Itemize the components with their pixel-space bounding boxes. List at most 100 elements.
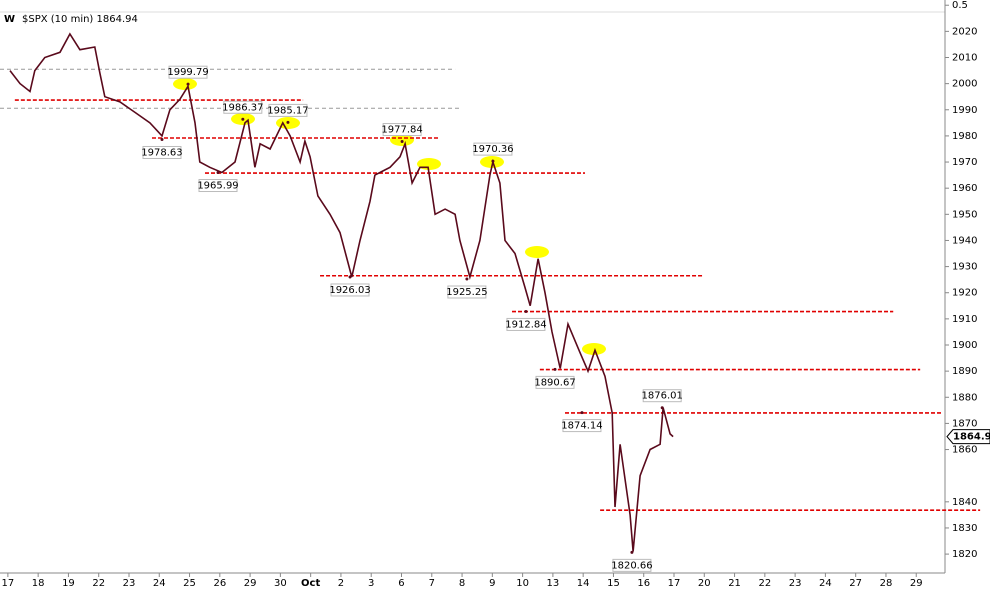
- value-label-box: [506, 317, 546, 331]
- value-label-box: [562, 419, 602, 433]
- y-tick-label: 2000: [952, 79, 977, 90]
- y-tick-label: 1950: [952, 209, 977, 220]
- pivot-point: [400, 140, 404, 144]
- value-label: 1965.99: [197, 181, 238, 192]
- x-tick-label: 6: [398, 578, 404, 589]
- y-tick-label: 2010: [952, 53, 977, 64]
- x-tick-label: 23: [123, 578, 136, 589]
- x-tick-label: 15: [607, 578, 620, 589]
- x-tick-label: 14: [577, 578, 590, 589]
- value-label: 1925.25: [446, 287, 487, 298]
- x-tick-label: 9: [489, 578, 495, 589]
- y-tick-label: 1880: [952, 392, 977, 403]
- value-label: 1985.17: [267, 105, 308, 116]
- x-tick-label: 30: [274, 578, 287, 589]
- highlight: [173, 78, 197, 90]
- value-label-box: [142, 145, 182, 159]
- pivot-point: [465, 277, 469, 281]
- x-tick-label: 22: [758, 578, 771, 589]
- x-tick-label: 13: [547, 578, 560, 589]
- highlight: [525, 246, 549, 258]
- y-tick-label: 1990: [952, 105, 977, 116]
- highlight: [582, 343, 606, 355]
- x-tick-label: 10: [516, 578, 529, 589]
- pivot-point: [630, 550, 634, 554]
- value-label-box: [330, 283, 370, 297]
- x-tick-label: 8: [459, 578, 465, 589]
- value-label-box: [535, 375, 575, 389]
- y-tick-label: 1890: [952, 366, 977, 377]
- x-tick-label: 24: [153, 578, 166, 589]
- x-tick-label: 2: [338, 578, 344, 589]
- x-tick-label: 27: [849, 578, 862, 589]
- x-tick-label: 17: [668, 578, 681, 589]
- y-tick-label: 1960: [952, 183, 977, 194]
- y-tick-label: 1820: [952, 549, 977, 560]
- y-tick-label: 2020: [952, 26, 977, 37]
- y-tick-label: 1900: [952, 340, 977, 351]
- pivot-point: [160, 137, 164, 141]
- x-tick-label: 24: [819, 578, 832, 589]
- y-tick-label: 0.5: [952, 0, 968, 11]
- y-tick-label: 1920: [952, 288, 977, 299]
- value-label: 1820.66: [611, 560, 652, 571]
- value-label-box: [168, 65, 208, 79]
- value-label: 1978.63: [141, 147, 182, 158]
- value-label: 1876.01: [642, 391, 683, 402]
- value-label: 1890.67: [534, 377, 575, 388]
- x-tick-label: 22: [92, 578, 105, 589]
- x-tick-label: 29: [910, 578, 923, 589]
- value-label-box: [473, 142, 513, 156]
- pivot-point: [348, 275, 352, 279]
- x-tick-label: 17: [2, 578, 15, 589]
- value-label: 1999.79: [167, 67, 208, 78]
- x-tick-label: 26: [213, 578, 226, 589]
- chart-icon: W: [4, 14, 15, 25]
- value-label: 1970.36: [472, 144, 513, 155]
- y-tick-label: 1910: [952, 314, 977, 325]
- last-price-box: [946, 429, 990, 445]
- x-tick-label: 29: [244, 578, 257, 589]
- pivot-point: [216, 171, 220, 175]
- value-label-box: [268, 103, 308, 117]
- value-label-box: [198, 179, 238, 193]
- x-tick-label: 20: [698, 578, 711, 589]
- x-tick-label: 25: [183, 578, 196, 589]
- value-label: 1977.84: [381, 125, 422, 136]
- value-label: 1926.03: [329, 285, 370, 296]
- x-tick-label: 16: [637, 578, 650, 589]
- value-label: 1912.84: [505, 319, 546, 330]
- price-line: [9, 32, 674, 552]
- x-tick-label: 23: [789, 578, 802, 589]
- pivot-point: [241, 117, 245, 121]
- highlights: [173, 78, 606, 355]
- value-label-box: [223, 100, 263, 114]
- value-label-box: [642, 389, 682, 403]
- x-tick-label: 3: [368, 578, 374, 589]
- y-tick-label: 1860: [952, 445, 977, 456]
- chart-title: $SPX (10 min) 1864.94: [22, 14, 138, 25]
- y-tick-label: 1970: [952, 157, 977, 168]
- pivot-point: [524, 309, 528, 313]
- pivot-point: [491, 159, 495, 163]
- pivot-point: [286, 120, 290, 124]
- x-tick-label: 18: [32, 578, 45, 589]
- y-tick-label: 1840: [952, 497, 977, 508]
- x-tick-label: 7: [429, 578, 435, 589]
- value-label: 1874.14: [561, 421, 602, 432]
- y-tick-label: 1980: [952, 131, 977, 142]
- value-label-box: [612, 558, 652, 572]
- pivot-point: [186, 82, 190, 86]
- value-label-box: [447, 285, 487, 299]
- y-tick-label: 1930: [952, 262, 977, 273]
- y-tick-label: 1830: [952, 523, 977, 534]
- highlight: [390, 134, 414, 146]
- pivot-point: [580, 411, 584, 415]
- x-tick-label: 21: [728, 578, 741, 589]
- pivot-point: [553, 367, 557, 371]
- x-tick-label: 28: [880, 578, 893, 589]
- x-tick-label: Oct: [301, 578, 320, 589]
- y-tick-label: 1940: [952, 235, 977, 246]
